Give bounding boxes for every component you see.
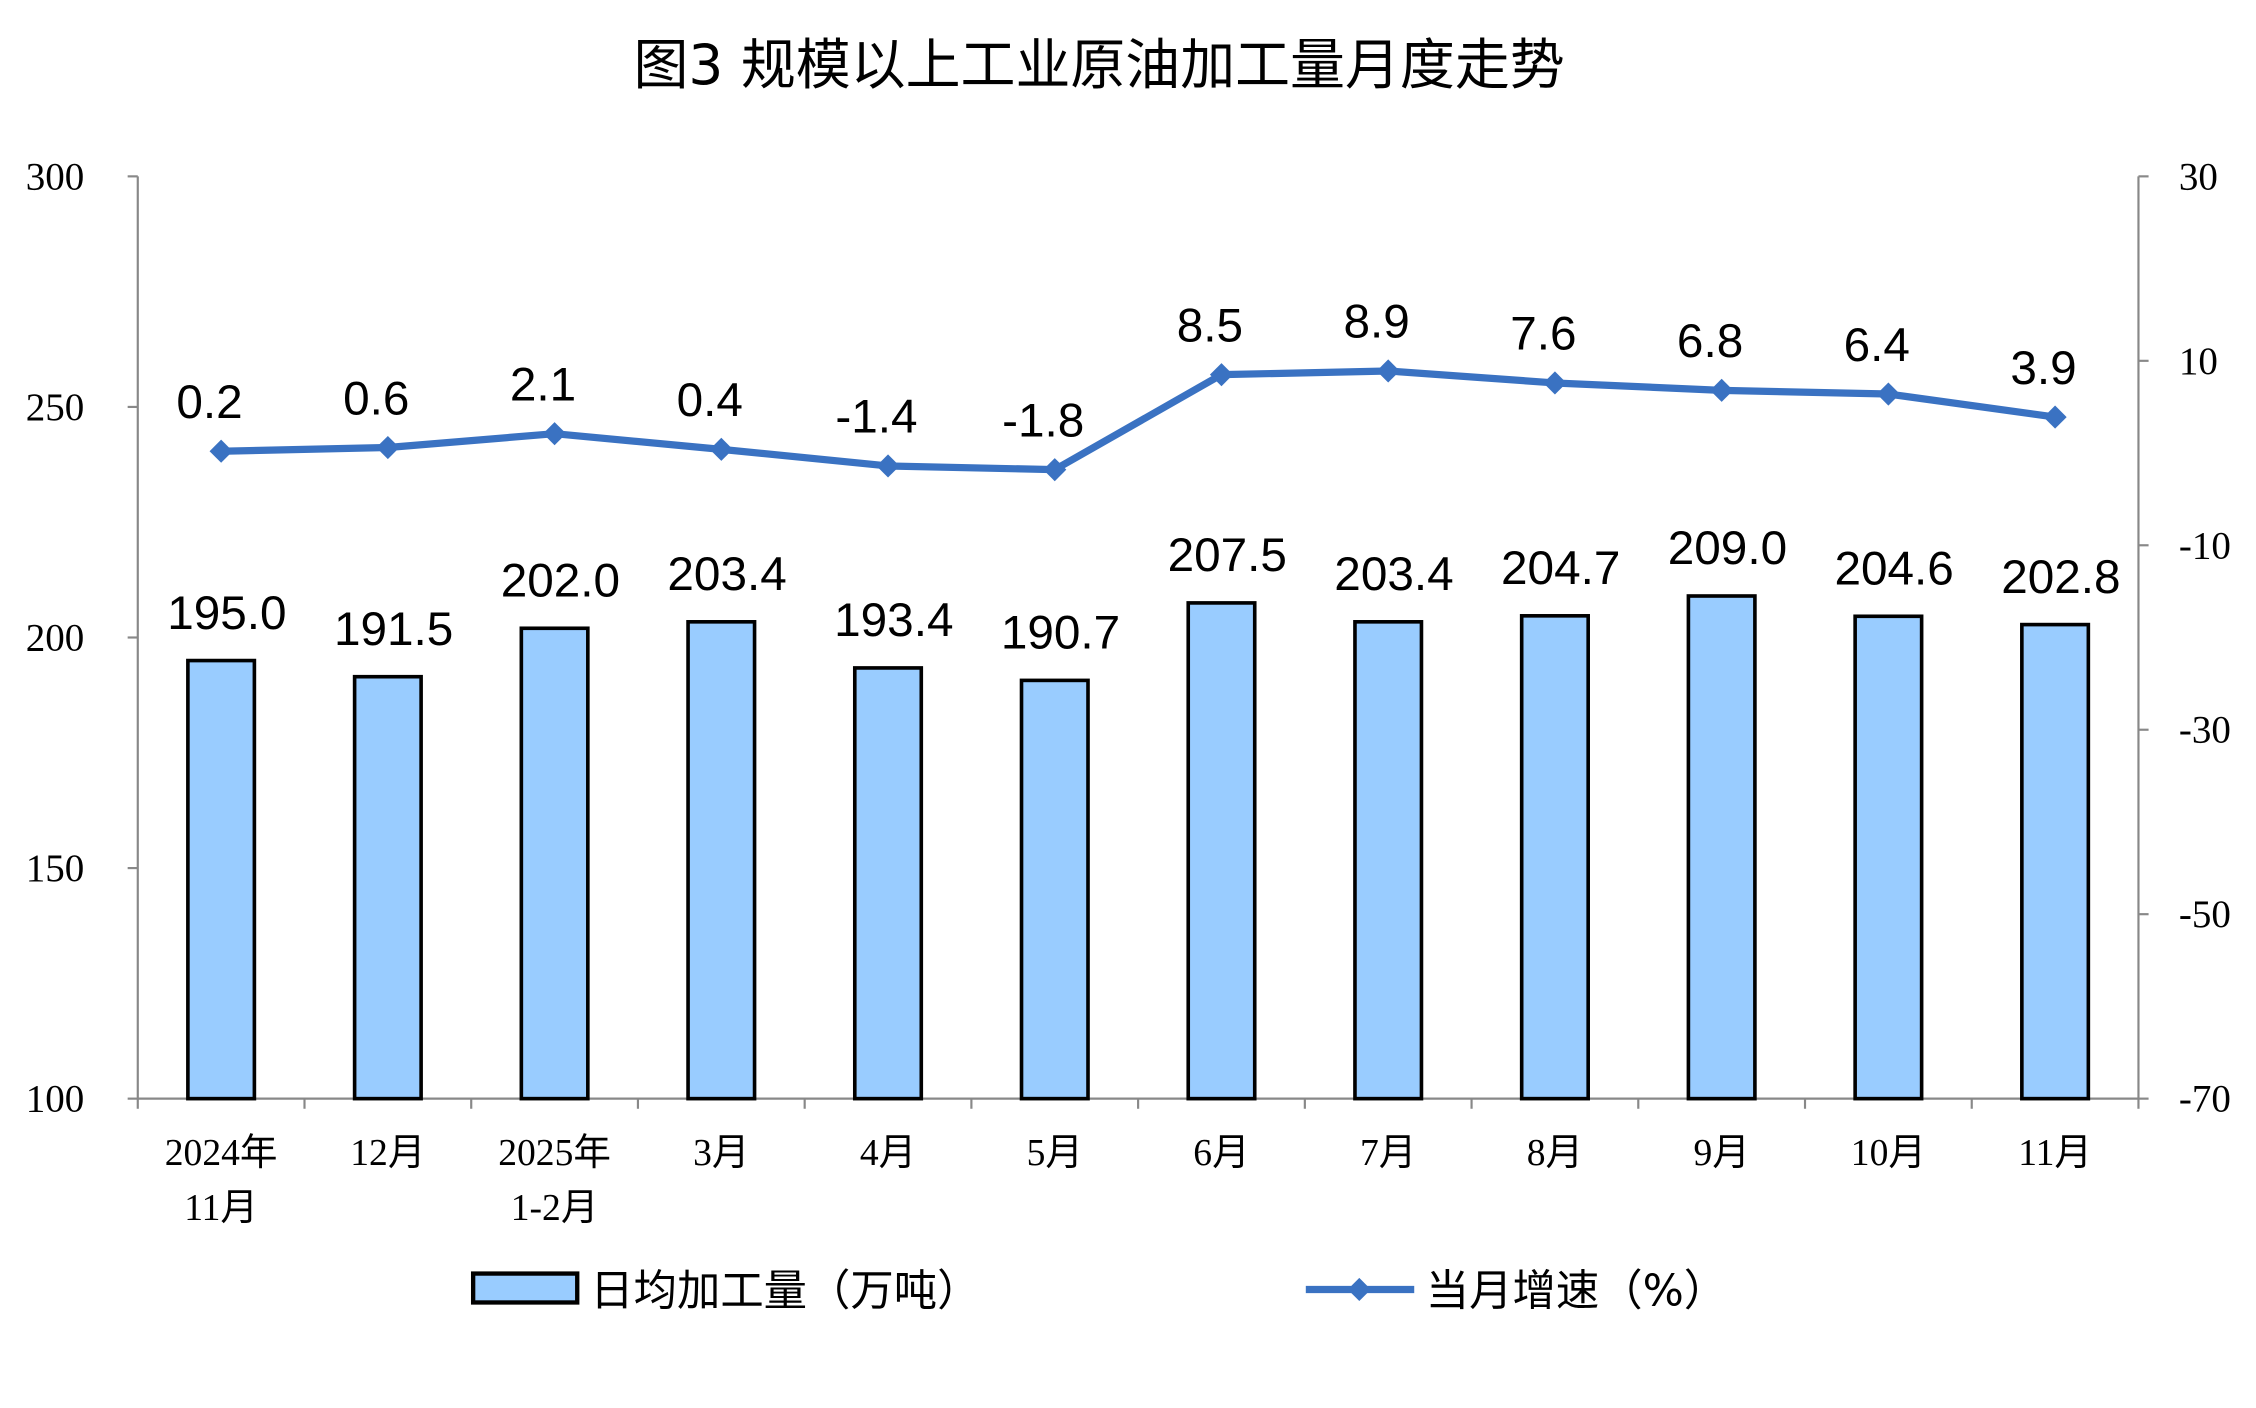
x-tick-label: 2024年	[165, 1132, 278, 1174]
line-point-marker	[1876, 382, 1900, 406]
legend-line-marker	[1347, 1277, 1371, 1302]
line-value-label: -1.4	[835, 391, 917, 444]
right-tick-label: -10	[2179, 524, 2231, 567]
x-tick-label: 10月	[1851, 1133, 1926, 1174]
right-tick-label: -50	[2179, 893, 2231, 936]
line-value-label: 0.2	[176, 376, 242, 429]
legend-line-label: 当月增速（%）	[1426, 1266, 1727, 1316]
line-value-label: 6.4	[1844, 319, 1910, 372]
bar-value-label: 209.0	[1668, 522, 1787, 575]
bar-value-label: 204.7	[1501, 542, 1620, 595]
line-value-label: 2.1	[510, 358, 576, 411]
left-tick-label: 150	[26, 847, 85, 890]
bar-value-label: 202.0	[501, 554, 620, 607]
line-value-label: 0.6	[343, 372, 409, 425]
legend: 日均加工量（万吨） 当月增速（%）	[470, 1266, 1727, 1316]
x-tick-label: 11月	[184, 1188, 258, 1229]
growth-line	[209, 359, 2067, 482]
line-value-label: -1.8	[1002, 394, 1084, 447]
bar-value-label: 202.8	[2001, 551, 2120, 604]
line-value-label: 7.6	[1510, 308, 1576, 361]
bar-value-label: 203.4	[1334, 548, 1453, 601]
x-tick-label: 7月	[1360, 1133, 1416, 1174]
bar	[352, 674, 423, 1101]
x-tick-label: 4月	[860, 1133, 916, 1174]
bar	[1353, 620, 1424, 1101]
bar	[1853, 614, 1924, 1101]
bar	[1519, 614, 1590, 1101]
left-tick-label: 250	[26, 386, 85, 429]
x-tick-label: 11月	[2018, 1133, 2092, 1174]
line-point-marker	[209, 439, 233, 463]
line-point-marker	[1710, 378, 1734, 402]
bar-value-label: 195.0	[167, 587, 286, 640]
line-point-marker	[1209, 363, 1234, 387]
x-tick-label: 12月	[350, 1133, 425, 1174]
bar	[186, 658, 257, 1101]
bar-value-label: 191.5	[334, 603, 453, 656]
bar	[1186, 601, 1257, 1101]
right-tick-label: -30	[2179, 709, 2231, 752]
line-value-label: 6.8	[1677, 315, 1743, 368]
legend-bar-swatch	[470, 1271, 580, 1305]
left-tick-label: 200	[26, 617, 85, 660]
bar	[519, 626, 590, 1101]
bar	[1019, 678, 1090, 1101]
line-value-label: 0.4	[677, 374, 743, 427]
line-point-marker	[1543, 371, 1567, 395]
line-point-marker	[876, 454, 900, 478]
bar-value-label: 204.6	[1834, 542, 1953, 595]
bar	[1686, 594, 1757, 1101]
right-tick-label: 10	[2179, 340, 2218, 383]
line-point-marker	[2043, 405, 2067, 429]
bar-value-label: 193.4	[834, 594, 953, 647]
right-tick-label: 30	[2179, 155, 2218, 198]
line-value-label: 8.9	[1343, 296, 1409, 349]
line-point-marker	[376, 435, 400, 460]
x-tick-label: 3月	[693, 1133, 749, 1174]
line-point-marker	[1376, 359, 1400, 383]
line-point-marker	[543, 422, 567, 446]
bar	[686, 620, 757, 1101]
line-value-label: 8.5	[1177, 299, 1243, 352]
line-point-marker	[1043, 458, 1067, 482]
growth-line-path	[221, 367, 2056, 474]
left-tick-label: 300	[26, 155, 85, 198]
bar-value-label: 203.4	[667, 548, 786, 601]
bars	[186, 594, 2091, 1101]
bar-value-label: 207.5	[1168, 529, 1287, 582]
left-tick-label: 100	[26, 1078, 85, 1121]
line-point-marker	[709, 437, 733, 461]
data-labels: 195.0 191.5 202.0 203.4 193.4 190.7 207.5 203.4…	[167, 296, 2120, 660]
x-tick-label: 2025年	[498, 1132, 611, 1174]
bar	[2020, 622, 2091, 1101]
axes: 100 150 200 250 300 -70 -50 -30 -10 10 30 2024年 11月 1…	[26, 155, 2231, 1229]
x-tick-label: 8月	[1527, 1133, 1583, 1174]
bar-value-label: 190.7	[1001, 607, 1120, 660]
x-tick-label: 6月	[1193, 1133, 1249, 1174]
chart-title: 图3 规模以上工业原油加工量月度走势	[634, 33, 1565, 97]
bar	[852, 666, 924, 1101]
right-tick-label: -70	[2179, 1078, 2231, 1121]
x-tick-label: 5月	[1027, 1133, 1083, 1174]
legend-bar-label: 日均加工量（万吨）	[590, 1266, 980, 1316]
x-tick-label: 9月	[1693, 1133, 1749, 1174]
line-value-label: 3.9	[2010, 342, 2076, 395]
x-tick-label: 1-2月	[511, 1188, 599, 1229]
